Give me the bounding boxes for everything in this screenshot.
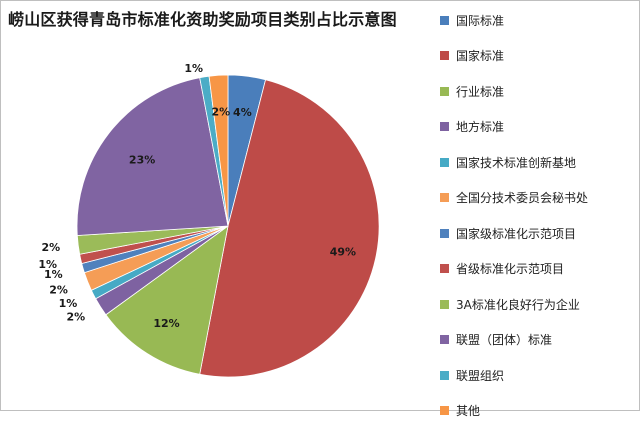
- slice-label: 2%: [211, 106, 230, 119]
- legend-swatch: [440, 122, 449, 131]
- legend-item: 联盟（团体）标准: [440, 330, 552, 350]
- legend-swatch: [440, 299, 449, 309]
- legend-label: 国际标准: [456, 13, 505, 28]
- chart-title: 崂山区获得青岛市标准化资助奖励项目类别占比示意图: [8, 10, 397, 29]
- legend-item: 国家级标准化示范项目: [440, 223, 576, 243]
- slice-label: 49%: [330, 246, 356, 259]
- legend-label: 全国分技术委员会秘书处: [456, 191, 589, 205]
- pie-slice: [76, 77, 229, 236]
- legend-swatch: [440, 228, 449, 238]
- legend-item: 联盟组织: [440, 365, 504, 385]
- legend-swatch: [440, 335, 449, 344]
- legend-item: 国家技术标准创新基地: [440, 152, 576, 172]
- legend-item: 3A标准化良好行为企业: [440, 294, 580, 314]
- legend-swatch: [440, 370, 449, 380]
- slice-label: 12%: [153, 317, 179, 330]
- legend-label: 行业标准: [456, 84, 505, 99]
- slice-label: 1%: [184, 62, 203, 75]
- slice-label: 2%: [42, 241, 61, 254]
- legend-swatch: [440, 264, 449, 273]
- legend-swatch: [440, 86, 449, 96]
- legend-label: 国家技术标准创新基地: [456, 155, 577, 170]
- legend-label: 国家级标准化示范项目: [456, 226, 577, 241]
- slice-label: 2%: [67, 311, 86, 324]
- slice-label: 23%: [129, 153, 155, 166]
- legend-item: 国家标准: [440, 46, 504, 66]
- legend-item: 省级标准化示范项目: [440, 259, 564, 279]
- pie-chart: 4%49%12%2%1%2%1%1%2%23%1%2%: [38, 62, 380, 378]
- legend-item: 全国分技术委员会秘书处: [440, 188, 588, 208]
- slice-label: 1%: [59, 297, 78, 310]
- legend-label: 联盟组织: [456, 368, 505, 383]
- slice-label: 4%: [233, 106, 252, 119]
- legend-label: 国家标准: [456, 49, 505, 63]
- legend-swatch: [440, 193, 449, 202]
- pie-slice: [208, 74, 229, 227]
- legend-label: 地方标准: [456, 120, 505, 134]
- legend-item: 行业标准: [440, 81, 504, 101]
- legend-label: 3A标准化良好行为企业: [456, 297, 580, 312]
- legend-swatch: [440, 51, 449, 60]
- slice-label: 1%: [44, 268, 63, 281]
- legend-swatch: [440, 157, 449, 167]
- slice-label: 1%: [38, 258, 57, 271]
- pie-slice: [199, 79, 380, 378]
- legend-item: 地方标准: [440, 117, 504, 137]
- legend-item: 国际标准: [440, 10, 504, 30]
- legend-swatch: [440, 15, 449, 25]
- slice-label: 2%: [49, 283, 68, 296]
- legend-label: 联盟（团体）标准: [456, 333, 553, 347]
- pie-slice: [105, 225, 229, 375]
- legend-label: 省级标准化示范项目: [456, 262, 565, 276]
